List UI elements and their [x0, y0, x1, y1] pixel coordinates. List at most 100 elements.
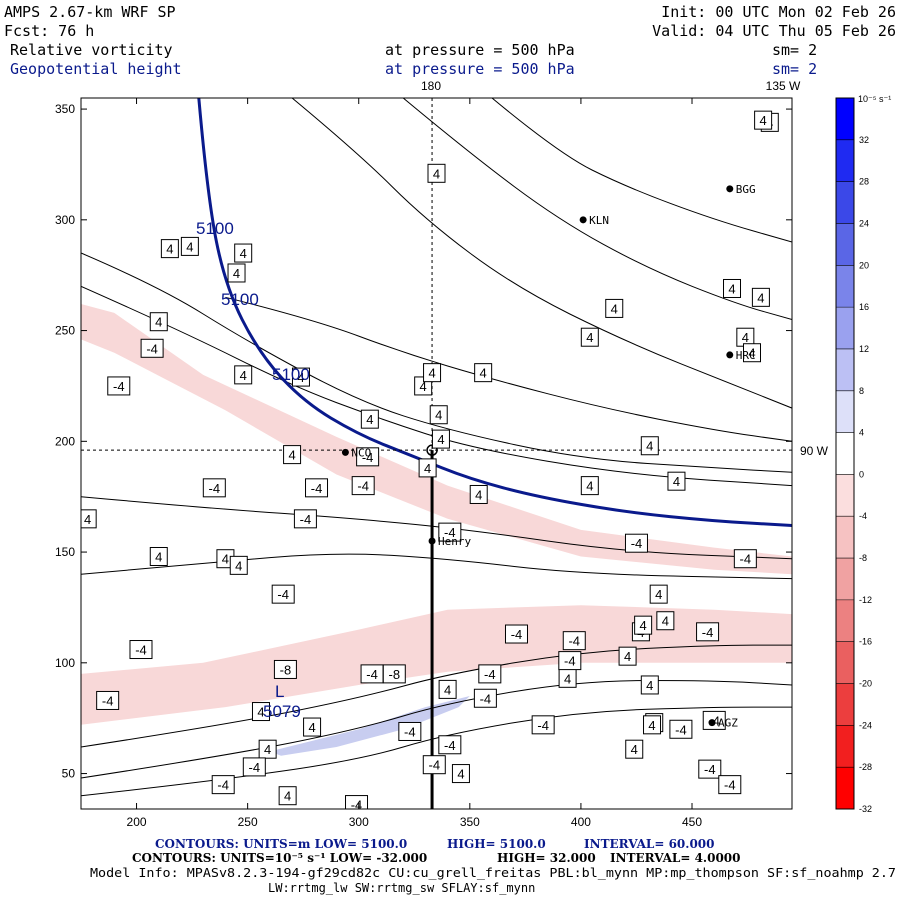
contour-label-frame	[478, 664, 502, 684]
contour-label-box: 4	[605, 298, 624, 318]
contour-label-frame	[278, 786, 297, 806]
colorbar-frame	[835, 97, 855, 810]
contour-label-frame	[242, 757, 266, 777]
colorbar-tick-label: -8	[859, 553, 867, 563]
contour-label-box: 4	[474, 363, 493, 383]
contour-label-text: 4	[222, 552, 229, 567]
footer-model-info: Model Info: MPASv8.2.3-194-gf29cd82c CU:…	[90, 866, 896, 880]
vorticity-contours	[81, 98, 792, 797]
contour-label-frame	[140, 338, 164, 358]
contour-label-box: 4	[283, 445, 302, 465]
contour-label-frame	[229, 555, 248, 575]
contour-label-box: 4	[278, 786, 297, 806]
colorbar-swatch	[836, 641, 854, 685]
contour-label-frame	[382, 664, 406, 684]
contour-label-text: -4	[724, 778, 736, 793]
colorbar-tick-label: -16	[859, 637, 872, 647]
colorbar-tick-label: 16	[859, 302, 869, 312]
contour-label-frame	[438, 522, 462, 542]
contour-label-text: -4	[702, 625, 714, 640]
contour-label-text: 4	[457, 767, 464, 782]
contour-label-text: 4	[655, 587, 662, 602]
contour-label-box: 4	[667, 471, 686, 491]
contour-label-text: 4	[564, 671, 571, 686]
contour-label-text: -4	[357, 479, 369, 494]
contour-label-box: 4	[580, 476, 599, 496]
contour-label-text: 4	[428, 366, 435, 381]
contour-label-text: 4	[646, 678, 653, 693]
contour-label-text: -4	[135, 643, 147, 658]
colorbar-tick-label: 0	[859, 469, 864, 479]
contour-label-text: 4	[435, 408, 442, 423]
field2-name: Geopotential height	[10, 60, 182, 78]
contour-label-text: 4	[433, 166, 440, 181]
contour-label-box: -4	[558, 651, 582, 671]
contour-label-box: 4	[303, 717, 322, 737]
contour-label-text: -4	[102, 693, 114, 708]
contour-label-box: -4	[696, 622, 720, 642]
y-tick-label: 50	[62, 767, 76, 781]
colorbar-swatch	[836, 767, 854, 810]
colorbar-swatch	[836, 98, 854, 141]
contour-label-box: -4	[473, 688, 497, 708]
colorbar-swatch	[836, 599, 854, 643]
contour-label-box: 4	[438, 679, 457, 699]
contour-label-box: -4	[733, 549, 757, 569]
colorbar-tick-label: 20	[859, 260, 869, 270]
contour-label-text: -4	[113, 379, 125, 394]
contour-label-frame	[271, 584, 295, 604]
station-dot-henry	[428, 537, 436, 545]
contour-label-text: 4	[611, 301, 618, 316]
contour-label-box: 4	[427, 163, 446, 183]
colorbar-swatch	[836, 432, 854, 475]
contour-label-frame	[474, 363, 493, 383]
contour-label-text: -4	[366, 667, 378, 682]
contour-label-text: 4	[264, 742, 271, 757]
contour-label-text: 4	[166, 242, 173, 257]
contour-label-frame	[303, 717, 322, 737]
contour-label-box: 4	[643, 715, 662, 735]
contour-label-text: 4	[759, 113, 766, 128]
colorbar-tick-label: -28	[859, 762, 872, 772]
contour-label-box: -4	[531, 715, 555, 735]
contour-label-text: 4	[186, 239, 193, 254]
colorbar-tick-label: -24	[859, 720, 872, 730]
contour-label-frame	[291, 367, 310, 387]
contour-label-frame	[351, 476, 375, 496]
contour-label-frame	[438, 735, 462, 755]
station-dot-nco	[341, 448, 349, 456]
contour-label-text: 4	[366, 412, 373, 427]
contour-label-frame	[81, 509, 97, 529]
station-dot-bgg	[726, 185, 734, 193]
contour-label-box: -4	[504, 624, 528, 644]
footer-vort-high: HIGH= 32.000	[497, 851, 596, 865]
contour-label-text: 4	[155, 549, 162, 564]
colorbar-swatch	[836, 265, 854, 308]
contour-label-frame	[160, 239, 179, 259]
contour-label-frame	[624, 533, 648, 553]
contour-label-box: -4	[624, 533, 648, 553]
contour-label-frame	[723, 278, 742, 298]
contour-label-text: 4	[728, 281, 735, 296]
vorticity-contour-7	[291, 98, 792, 409]
colorbar-tick-label: -12	[859, 595, 872, 605]
contour-label-box: 4	[160, 239, 179, 259]
contour-label-frame	[107, 376, 131, 396]
vorticity-contour-0	[81, 252, 792, 473]
contour-label-box: 4	[656, 611, 675, 631]
y-tick-label: 300	[55, 213, 75, 227]
contour-label-text: -8	[389, 667, 401, 682]
contour-label-box: 4	[754, 110, 773, 130]
x-tick-label: 250	[238, 815, 258, 829]
contour-label-box: -4	[422, 755, 446, 775]
contour-label-text: -4	[362, 450, 374, 465]
contour-label-frame	[625, 739, 644, 759]
contour-label-frame	[202, 478, 226, 498]
contour-label-box: -4	[398, 721, 422, 741]
contour-label-box: -4	[718, 775, 742, 795]
contour-label-frame	[531, 715, 555, 735]
contour-label-text: 4	[624, 649, 631, 664]
contour-label-frame	[667, 471, 686, 491]
